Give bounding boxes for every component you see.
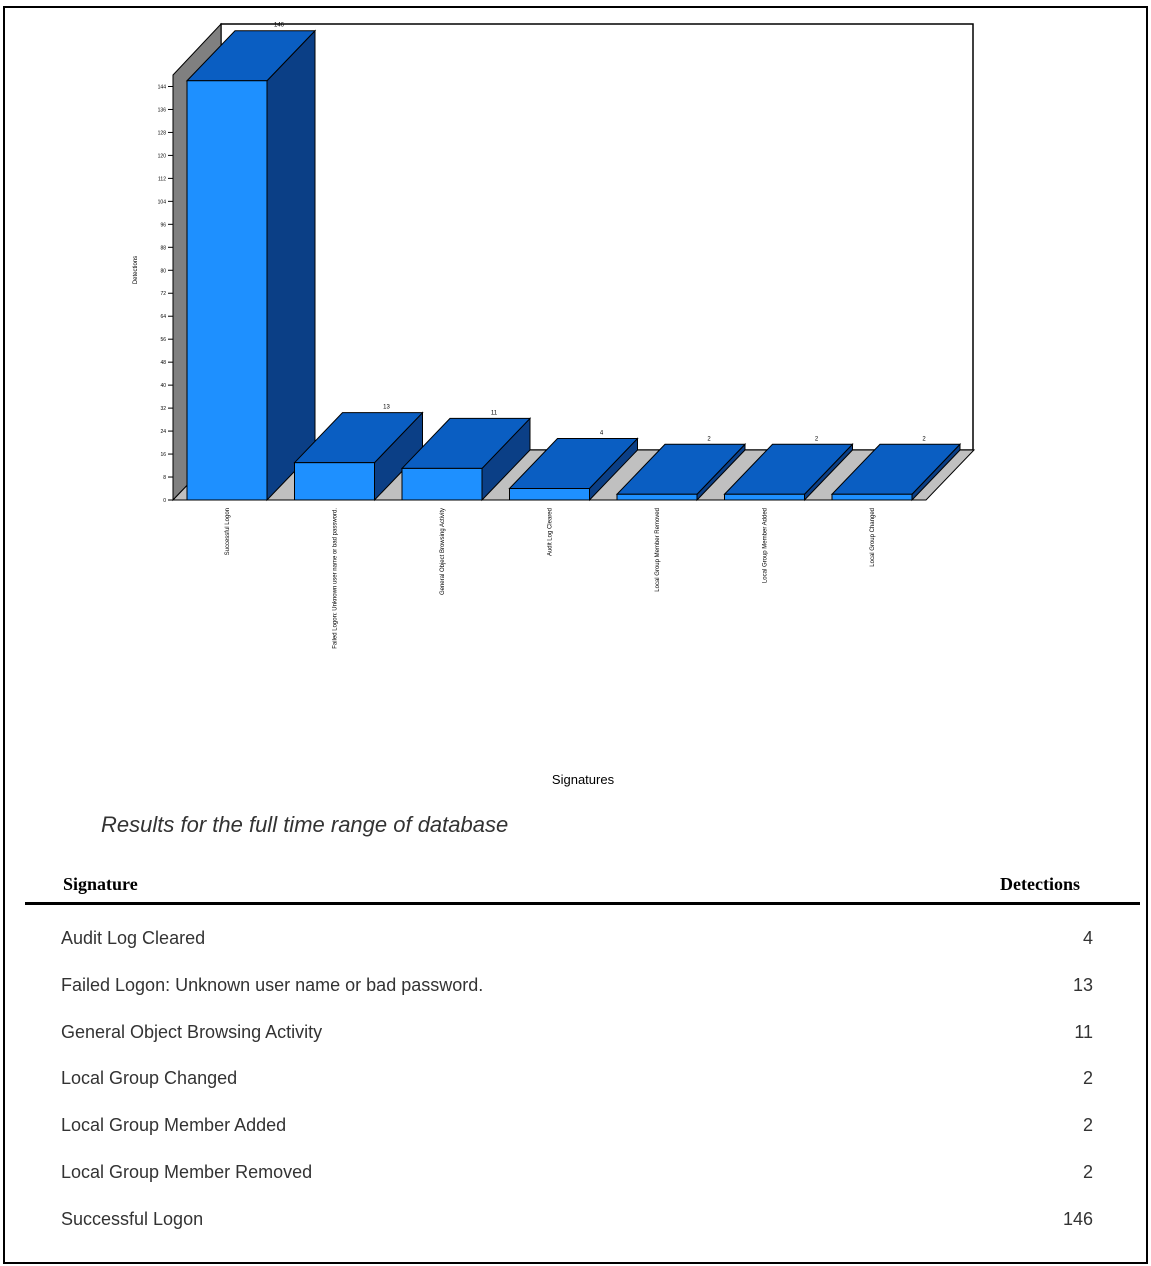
bar (186, 80, 268, 501)
detections-cell: 2 (1082, 1068, 1093, 1089)
data-label: 2 (922, 436, 926, 442)
y-tick-label: 64 (160, 314, 166, 320)
table-row: Local Group Member Added 2 (25, 1115, 1140, 1162)
chart-caption: Results for the full time range of datab… (101, 812, 509, 837)
category-label: Local Group Changed (870, 508, 876, 567)
bar (831, 493, 913, 501)
data-label: 11 (491, 410, 498, 416)
table-row: Failed Logon: Unknown user name or bad p… (25, 975, 1140, 1022)
y-tick-label: 32 (160, 406, 166, 412)
x-axis-title: Signatures (552, 772, 615, 787)
category-label: Failed Logon: Unknown user name or bad p… (333, 508, 339, 649)
data-label: 146 (274, 23, 285, 29)
table-row: Local Group Changed 2 (25, 1068, 1140, 1115)
y-tick-label: 8 (163, 475, 166, 481)
y-tick-label: 128 (158, 130, 167, 136)
y-tick-label: 136 (158, 107, 167, 113)
detections-cell: 2 (1082, 1161, 1093, 1182)
table-row: Local Group Member Removed 2 (25, 1162, 1140, 1209)
signature-cell: Local Group Member Added (61, 1115, 287, 1136)
signature-cell: Audit Log Cleared (61, 928, 206, 948)
bar (294, 462, 375, 501)
report-frame: 0 8 16 24 32 40 48 56 64 72 80 88 96 104 112 120 128 136 1… (3, 6, 1148, 1264)
category-label: Local Group Member Added (763, 508, 769, 583)
category-label: Successful Logon (225, 508, 231, 555)
y-tick-label: 96 (160, 222, 166, 228)
y-tick-label: 72 (160, 291, 166, 297)
signature-cell: General Object Browsing Activity (61, 1021, 323, 1042)
bar (401, 467, 483, 501)
signature-cell: Successful Logon (61, 1208, 204, 1229)
y-tick-label: 0 (163, 498, 166, 504)
y-tick-label: 16 (160, 452, 166, 458)
y-tick-label: 120 (158, 153, 167, 159)
y-tick-label: 88 (160, 245, 166, 251)
bar-chart: 0816243240485664728088961041121201281361… (133, 22, 976, 787)
table-row: Successful Logon 146 (25, 1209, 1140, 1256)
signature-cell: Local Group Changed (61, 1068, 238, 1089)
y-tick-label: 48 (160, 360, 166, 366)
bar (509, 488, 590, 501)
y-tick-label: 144 (158, 84, 167, 90)
bar (616, 493, 698, 501)
data-label: 2 (815, 436, 819, 442)
y-axis-title: Detections (133, 256, 139, 284)
detections-cell: 146 (1062, 1208, 1093, 1229)
y-tick-label: 56 (160, 337, 166, 343)
results-table: Audit Log Cleared 4 Failed Logon: Unknown … (25, 928, 1140, 1256)
column-header-signature: Signature (63, 874, 138, 894)
data-label: 4 (600, 431, 604, 437)
detections-cell: 11 (1074, 1021, 1093, 1042)
y-tick-label: 24 (160, 429, 166, 435)
category-label: Audit Log Cleared (548, 508, 554, 556)
category-label: General Object Browsing Activity (440, 508, 446, 595)
y-tick-label: 104 (158, 199, 167, 205)
detections-cell: 4 (1082, 928, 1093, 948)
chart-back-wall (220, 23, 974, 451)
column-header-detections: Detections (1000, 874, 1080, 894)
category-label: Local Group Member Removed (655, 508, 661, 592)
data-label: 13 (383, 405, 390, 411)
y-tick-label: 80 (160, 268, 166, 274)
table-row: Audit Log Cleared 4 (25, 928, 1140, 975)
bar (724, 493, 805, 501)
table-row: General Object Browsing Activity 11 (25, 1022, 1140, 1069)
detections-cell: 13 (1072, 974, 1093, 995)
data-label: 2 (707, 436, 711, 442)
signature-cell: Failed Logon: Unknown user name or bad p… (61, 974, 484, 995)
bar-side (266, 29, 316, 502)
table-header: Signature Detections (25, 872, 1140, 905)
y-tick-label: 40 (160, 383, 166, 389)
signature-cell: Local Group Member Removed (61, 1161, 313, 1182)
detections-cell: 2 (1082, 1115, 1093, 1136)
y-tick-label: 112 (158, 176, 166, 182)
